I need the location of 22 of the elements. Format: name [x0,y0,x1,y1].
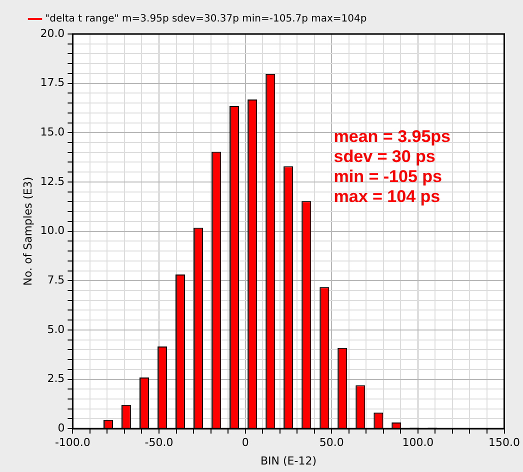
y-tick-label: 17.5 [40,76,65,90]
y-tick-label: 0 [58,421,65,434]
annotation: mean = 3.95ps [334,126,451,146]
annotation: sdev = 30 ps [334,146,436,166]
y-tick-label: 10.0 [40,224,65,238]
x-tick-label: -50.0 [144,436,174,450]
y-axis-title: No. of Samples (E3) [21,176,34,286]
x-tick-label: 50.0 [319,436,344,450]
y-tick-label: 5.0 [47,322,65,336]
legend-label: "delta t range" m=3.95p sdev=30.37p min=-105.7p max=104p [45,14,367,25]
annotation: max = 104 ps [334,186,440,206]
x-tick-label: 100.0 [402,436,434,450]
annotation: min = -105 ps [334,166,442,186]
y-tick-label: 15.0 [40,126,65,139]
y-tick-label: 2.5 [47,372,65,386]
x-axis-title: BIN (E-12) [260,454,316,468]
x-tick-label: -100.0 [54,436,90,450]
x-tick-label: 0 [242,436,249,450]
x-tick-label: 150.0 [488,436,520,450]
y-tick-label: 12.5 [40,174,65,188]
y-tick-label: 7.5 [47,273,65,286]
y-tick-label: 20.0 [40,26,65,40]
